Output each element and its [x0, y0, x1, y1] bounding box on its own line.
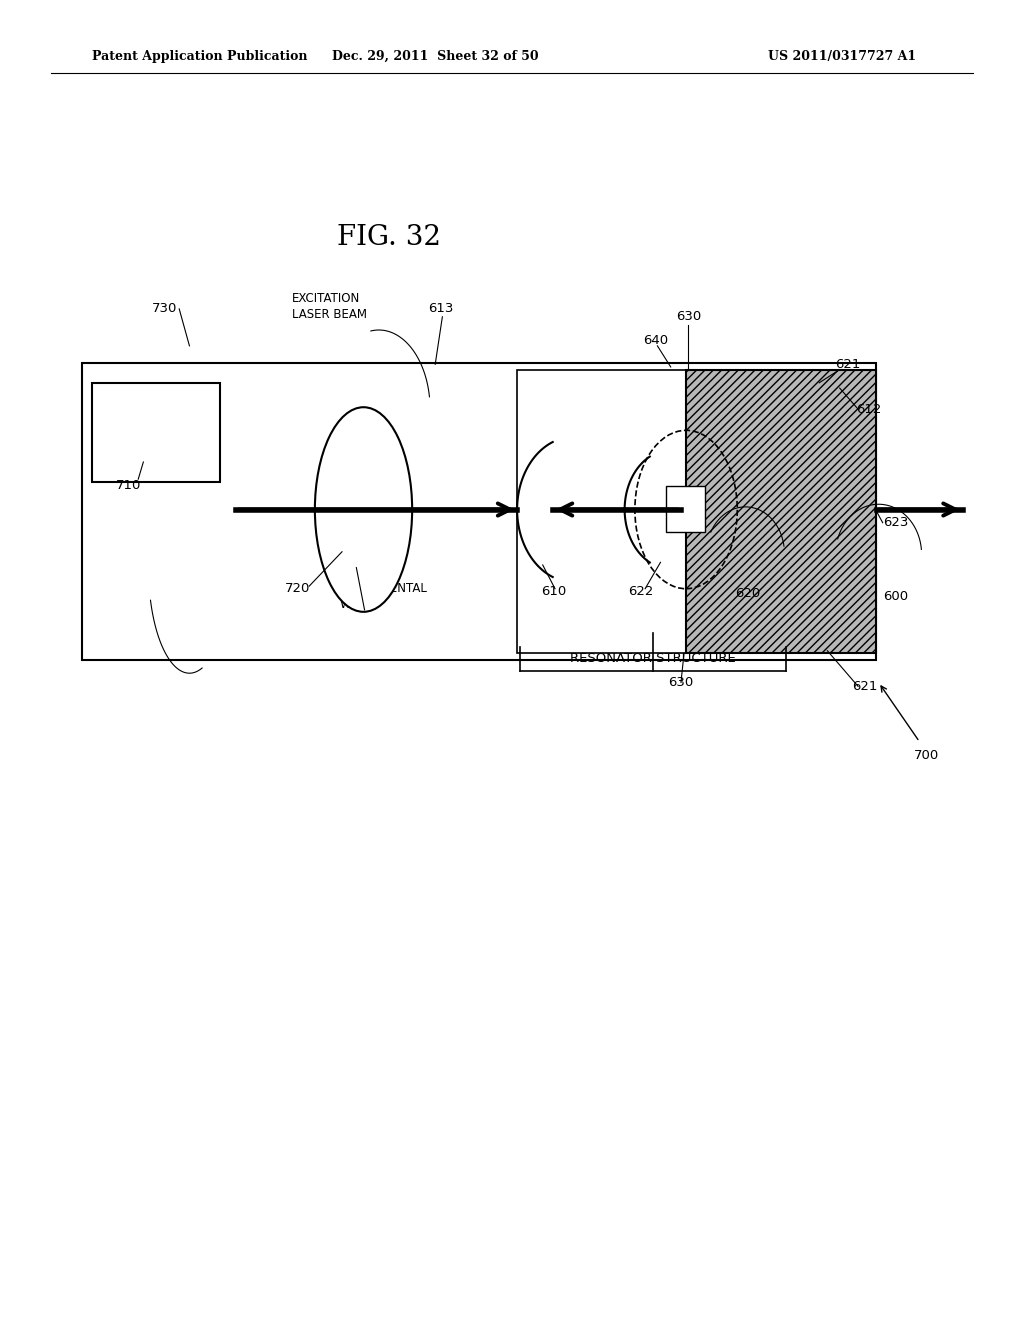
Bar [92, 383, 220, 482]
Text: 710: 710 [116, 479, 141, 492]
Text: 620: 620 [735, 587, 761, 601]
Text: 621: 621 [852, 680, 878, 693]
Text: 720: 720 [285, 582, 310, 595]
Text: RESONATOR STRUCTURE: RESONATOR STRUCTURE [570, 652, 736, 665]
Bar [517, 370, 686, 653]
Text: 640: 640 [643, 334, 669, 347]
Text: 621: 621 [836, 358, 861, 371]
Text: 623: 623 [883, 516, 908, 529]
Text: 630: 630 [668, 676, 693, 689]
Text: 613: 613 [428, 302, 454, 315]
Text: FUNDAMENTAL
WAVE: FUNDAMENTAL WAVE [340, 582, 428, 611]
Ellipse shape [315, 407, 412, 611]
Text: 630: 630 [676, 310, 701, 323]
Text: US 2011/0317727 A1: US 2011/0317727 A1 [768, 50, 916, 63]
Bar [686, 370, 876, 653]
Text: 612: 612 [856, 403, 882, 416]
Bar [666, 486, 705, 532]
Bar [82, 363, 876, 660]
Text: 700: 700 [913, 748, 939, 762]
Text: FIG. 32: FIG. 32 [337, 224, 441, 251]
Text: EXCITATION
LASER BEAM: EXCITATION LASER BEAM [292, 292, 367, 321]
Text: 600: 600 [883, 590, 908, 603]
Text: 622: 622 [628, 585, 653, 598]
Bar [686, 370, 876, 653]
Text: 610: 610 [541, 585, 566, 598]
Text: Patent Application Publication: Patent Application Publication [92, 50, 307, 63]
Text: 730: 730 [152, 302, 177, 315]
Text: Dec. 29, 2011  Sheet 32 of 50: Dec. 29, 2011 Sheet 32 of 50 [332, 50, 539, 63]
